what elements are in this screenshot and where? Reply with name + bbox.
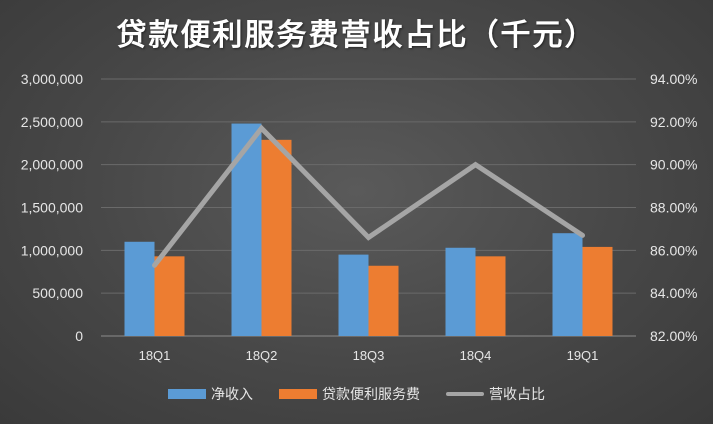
right-tick-label: 90.00% (650, 157, 697, 173)
legend-swatch-service-fee (279, 389, 317, 399)
ratio-line (152, 124, 585, 268)
ratio-point (581, 233, 584, 237)
category-label: 19Q1 (567, 348, 599, 363)
ratio-point (153, 263, 156, 267)
legend-label-net-income: 净收入 (211, 387, 253, 403)
category-label: 18Q4 (460, 348, 492, 363)
bar-service-fee (368, 265, 399, 336)
left-tick-label: 500,000 (32, 285, 83, 301)
legend: 净收入 贷款便利服务费 营收占比 (0, 384, 713, 404)
legend-item-service-fee: 贷款便利服务费 (279, 384, 420, 404)
chart-title: 贷款便利服务费营收占比（千元） (116, 18, 597, 53)
right-tick-label: 84.00% (650, 285, 697, 301)
legend-item-net-income: 净收入 (168, 384, 253, 404)
category-axis: 18Q1 18Q2 18Q3 18Q4 19Q1 (139, 348, 599, 363)
left-tick-label: 1,500,000 (21, 200, 83, 216)
right-tick-label: 94.00% (650, 71, 697, 87)
bar-service-fee (261, 139, 292, 336)
legend-swatch-ratio (446, 392, 484, 396)
category-label: 18Q2 (246, 348, 278, 363)
ratio-point (260, 126, 263, 130)
left-tick-label: 2,000,000 (21, 157, 83, 173)
bar-net-income (338, 254, 369, 336)
right-tick-label: 82.00% (650, 328, 697, 344)
bar-net-income (552, 233, 583, 336)
legend-label-ratio: 营收占比 (489, 387, 545, 403)
left-axis: 0 500,000 1,000,000 1,500,000 2,000,000 2,500… (21, 71, 84, 344)
right-axis: 82.00% 84.00% 86.00% 88.00% 90.00% 92.00% 94.0… (650, 71, 697, 344)
left-tick-label: 0 (75, 328, 83, 344)
bars (124, 123, 613, 337)
bar-net-income (124, 241, 155, 336)
ratio-line-path (152, 124, 585, 268)
bar-service-fee (582, 246, 613, 336)
legend-item-ratio: 营收占比 (446, 384, 545, 404)
right-tick-label: 88.00% (650, 200, 697, 216)
bar-service-fee (154, 256, 185, 336)
left-tick-label: 2,500,000 (21, 114, 83, 130)
right-tick-label: 86.00% (650, 242, 697, 258)
category-label: 18Q3 (353, 348, 385, 363)
ratio-point (474, 163, 477, 167)
left-tick-label: 3,000,000 (21, 71, 83, 87)
category-label: 18Q1 (139, 348, 171, 363)
bar-service-fee (475, 256, 506, 336)
right-tick-label: 92.00% (650, 114, 697, 130)
left-tick-label: 1,000,000 (21, 242, 83, 258)
legend-label-service-fee: 贷款便利服务费 (322, 387, 420, 403)
legend-swatch-net-income (168, 389, 206, 399)
bar-net-income (231, 123, 262, 337)
bar-net-income (445, 247, 476, 336)
ratio-point (367, 235, 370, 239)
